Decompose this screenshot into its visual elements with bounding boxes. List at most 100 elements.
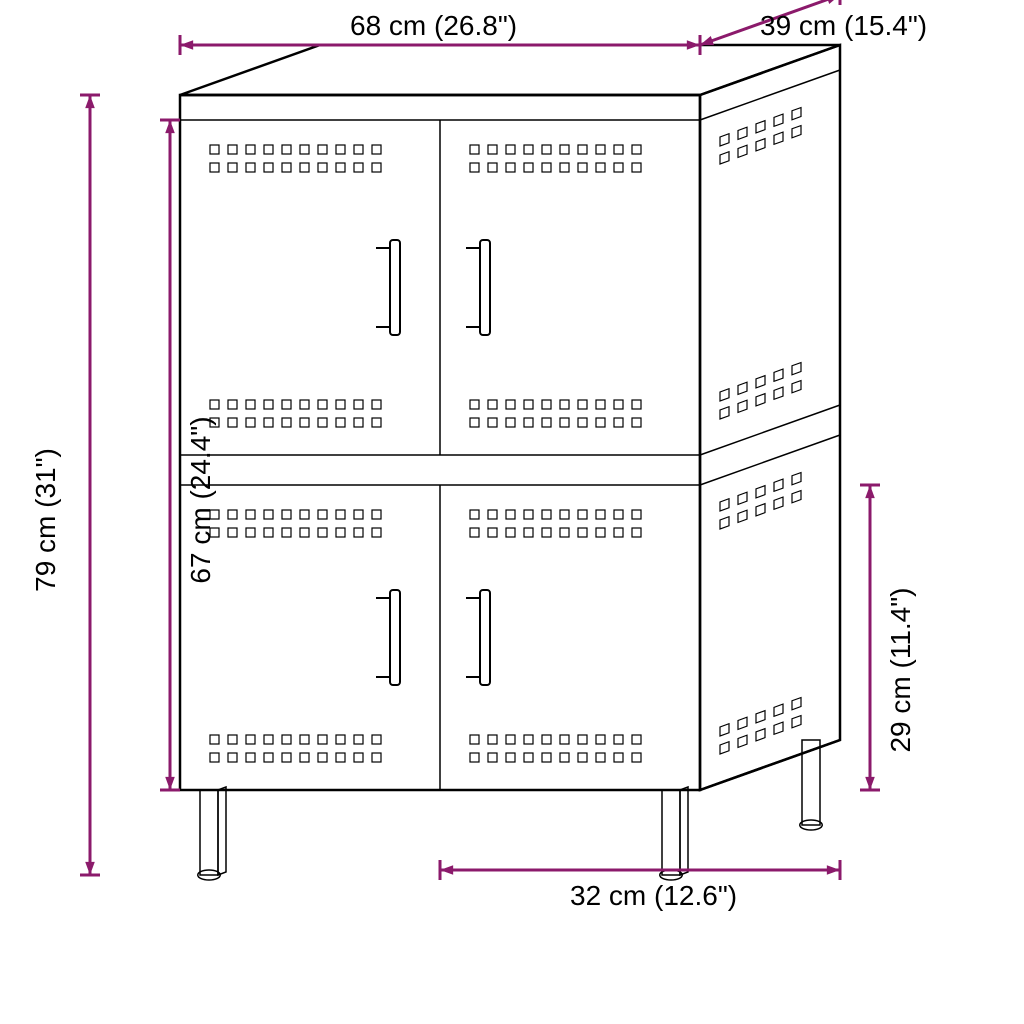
vent-hole: [228, 510, 237, 519]
vent-hole: [614, 510, 623, 519]
door-handle: [390, 240, 400, 335]
vent-hole: [372, 400, 381, 409]
vent-hole: [300, 753, 309, 762]
vent-hole: [488, 510, 497, 519]
vent-hole: [372, 418, 381, 427]
dimension-depth: 39 cm (15.4"): [700, 0, 927, 55]
vent-hole: [578, 528, 587, 537]
vent-hole: [354, 400, 363, 409]
vent-hole: [542, 528, 551, 537]
vent-hole: [578, 400, 587, 409]
vent-hole: [578, 145, 587, 154]
vent-hole: [542, 735, 551, 744]
vent-hole: [228, 528, 237, 537]
vent-hole: [488, 400, 497, 409]
vent-hole: [470, 510, 479, 519]
cabinet-top: [180, 45, 840, 95]
vent-hole: [488, 145, 497, 154]
dimension-body_height: 67 cm (24.4"): [170, 120, 216, 790]
vent-hole: [336, 418, 345, 427]
vent-hole: [488, 418, 497, 427]
vent-hole: [524, 528, 533, 537]
vent-hole: [560, 510, 569, 519]
vent-hole: [470, 145, 479, 154]
vent-hole: [210, 400, 219, 409]
dimension-label-body_height: 67 cm (24.4"): [185, 416, 216, 583]
vent-hole: [264, 735, 273, 744]
dimension-door_width: 32 cm (12.6"): [440, 870, 840, 911]
dimension-label-door_width: 32 cm (12.6"): [570, 880, 737, 911]
vent-hole: [246, 400, 255, 409]
vent-hole: [372, 753, 381, 762]
vent-hole: [632, 400, 641, 409]
vent-hole: [506, 400, 515, 409]
vent-hole: [524, 418, 533, 427]
vent-hole: [470, 418, 479, 427]
vent-hole: [560, 163, 569, 172]
vent-hole: [336, 400, 345, 409]
vent-hole: [524, 400, 533, 409]
vent-hole: [264, 400, 273, 409]
vent-hole: [282, 528, 291, 537]
vent-hole: [560, 418, 569, 427]
vent-hole: [470, 163, 479, 172]
vent-hole: [282, 753, 291, 762]
vent-hole: [524, 510, 533, 519]
vent-hole: [300, 510, 309, 519]
vent-hole: [246, 753, 255, 762]
vent-hole: [318, 418, 327, 427]
vent-hole: [596, 528, 605, 537]
vent-hole: [228, 145, 237, 154]
vent-hole: [246, 418, 255, 427]
vent-hole: [542, 753, 551, 762]
vent-hole: [542, 163, 551, 172]
vent-hole: [264, 528, 273, 537]
vent-hole: [506, 145, 515, 154]
vent-hole: [632, 418, 641, 427]
vent-hole: [300, 163, 309, 172]
vent-hole: [228, 400, 237, 409]
vent-hole: [318, 145, 327, 154]
vent-hole: [488, 735, 497, 744]
vent-hole: [614, 735, 623, 744]
door-handle: [390, 590, 400, 685]
door-handle: [480, 240, 490, 335]
vent-hole: [632, 163, 641, 172]
vent-hole: [300, 735, 309, 744]
vent-hole: [210, 753, 219, 762]
vent-hole: [372, 735, 381, 744]
vent-hole: [506, 510, 515, 519]
vent-hole: [282, 163, 291, 172]
vent-hole: [246, 735, 255, 744]
vent-hole: [210, 735, 219, 744]
vent-hole: [336, 163, 345, 172]
vent-hole: [318, 753, 327, 762]
vent-hole: [524, 735, 533, 744]
vent-hole: [524, 753, 533, 762]
vent-hole: [614, 400, 623, 409]
vent-hole: [210, 163, 219, 172]
vent-hole: [282, 418, 291, 427]
vent-hole: [560, 528, 569, 537]
vent-hole: [578, 418, 587, 427]
vent-hole: [596, 753, 605, 762]
vent-hole: [318, 400, 327, 409]
vent-hole: [578, 753, 587, 762]
vent-hole: [614, 163, 623, 172]
vent-hole: [488, 753, 497, 762]
door-handle: [480, 590, 490, 685]
vent-hole: [372, 163, 381, 172]
vent-hole: [614, 418, 623, 427]
vent-hole: [614, 753, 623, 762]
vent-hole: [596, 400, 605, 409]
vent-hole: [488, 163, 497, 172]
vent-hole: [246, 510, 255, 519]
vent-hole: [470, 400, 479, 409]
dimension-label-depth: 39 cm (15.4"): [760, 10, 927, 41]
vent-hole: [354, 735, 363, 744]
vent-hole: [354, 418, 363, 427]
vent-hole: [228, 753, 237, 762]
vent-hole: [318, 528, 327, 537]
vent-hole: [524, 163, 533, 172]
vent-hole: [470, 528, 479, 537]
